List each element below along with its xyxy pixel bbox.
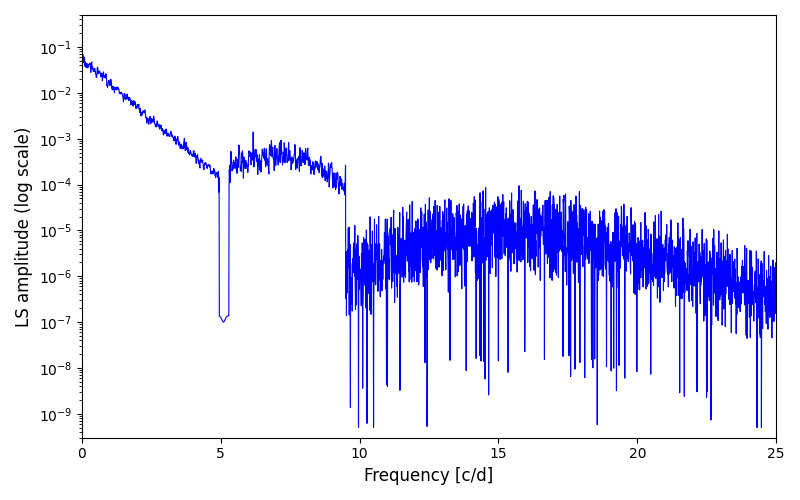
X-axis label: Frequency [c/d]: Frequency [c/d] [364, 467, 494, 485]
Y-axis label: LS amplitude (log scale): LS amplitude (log scale) [15, 126, 33, 326]
